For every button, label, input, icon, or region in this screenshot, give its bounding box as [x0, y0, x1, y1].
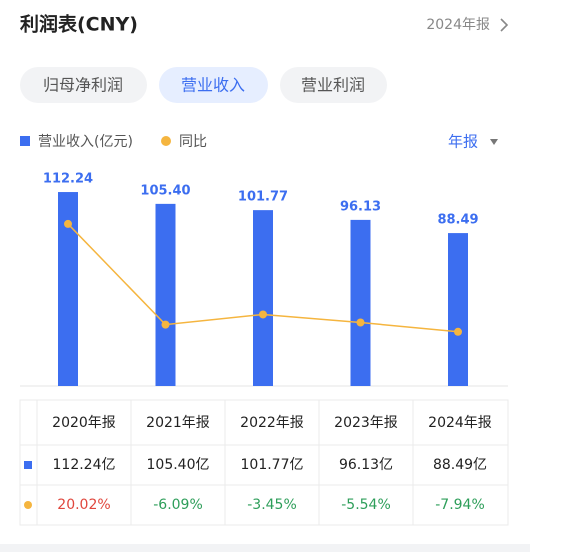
legend-marker	[161, 136, 171, 146]
table-header: 2024年报	[428, 415, 492, 431]
dropdown-icon[interactable]	[490, 139, 498, 145]
data-label: 105.40	[140, 183, 190, 198]
row-marker	[24, 461, 32, 469]
chevron[interactable]	[500, 18, 509, 32]
tab-label[interactable]: 归母净利润	[43, 76, 123, 95]
title: 利润表(CNY)	[20, 13, 138, 36]
line-point	[356, 318, 365, 327]
row-marker	[24, 501, 32, 509]
table-cell: 105.40亿	[147, 457, 210, 473]
tab-active[interactable]	[159, 67, 268, 103]
footer-strip	[0, 544, 530, 552]
period-selector[interactable]: 年报	[448, 133, 478, 151]
legend-label: 营业收入(亿元)	[38, 134, 133, 150]
tab-label[interactable]: 营业收入	[181, 76, 245, 95]
table-cell: -3.45%	[247, 497, 297, 513]
legend-marker	[20, 136, 30, 146]
tab-label[interactable]: 营业利润	[301, 76, 365, 95]
table-cell: 112.24亿	[53, 457, 116, 473]
bar	[350, 219, 371, 386]
data-label: 96.13	[340, 199, 381, 214]
table-cell: -5.54%	[341, 497, 391, 513]
bar	[58, 192, 78, 386]
line-point	[64, 219, 72, 228]
table-cell: 20.02%	[57, 497, 110, 513]
data-label: 101.77	[238, 190, 288, 205]
legend-label: 同比	[179, 134, 207, 150]
table-border	[19, 399, 509, 526]
bar	[448, 233, 468, 386]
line-point	[454, 327, 462, 336]
table-header: 2021年报	[146, 415, 210, 431]
line-point	[161, 320, 170, 329]
data-label: 88.49	[437, 213, 478, 228]
table-cell: -6.09%	[153, 497, 203, 513]
data-label: 112.24	[43, 172, 93, 187]
table-cell: -7.94%	[435, 497, 485, 513]
table-cell: 101.77亿	[241, 457, 304, 473]
table-cell: 88.49亿	[433, 457, 487, 473]
table-cell: 96.13亿	[339, 457, 393, 473]
bar	[155, 203, 176, 386]
tab[interactable]	[280, 67, 387, 103]
tab[interactable]	[20, 67, 147, 103]
table-header: 2023年报	[334, 415, 398, 431]
table-header: 2022年报	[240, 415, 304, 431]
bar	[253, 210, 273, 386]
table-header: 2020年报	[52, 415, 116, 431]
period-link[interactable]: 2024年报	[426, 17, 490, 33]
line-point	[259, 310, 267, 319]
